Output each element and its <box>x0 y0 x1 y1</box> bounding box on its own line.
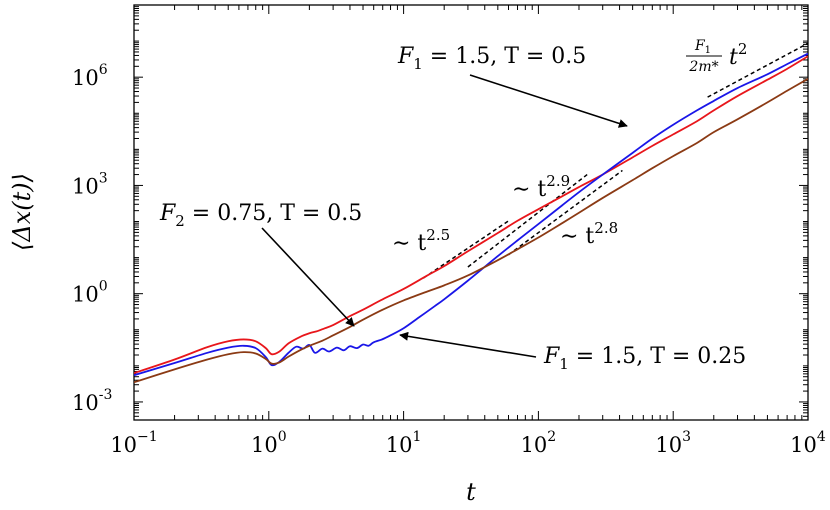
y-tick-label: 10-3 <box>72 387 112 415</box>
data-series <box>134 52 808 384</box>
svg-text:F1: F1 <box>694 38 711 56</box>
x-tick-label: 103 <box>655 429 691 457</box>
y-tick-labels: 10-3 100 103 106 <box>72 62 112 415</box>
guide-line <box>707 42 808 98</box>
x-tick-label: 100 <box>251 429 287 457</box>
guide-line <box>508 169 623 256</box>
x-tick-label: 104 <box>790 429 826 457</box>
svg-text:t2: t2 <box>729 40 747 70</box>
y-tick-label: 103 <box>72 170 108 198</box>
guide-lines <box>422 42 808 279</box>
series-f1-t05 <box>134 55 808 374</box>
x-tick-label: 101 <box>386 429 422 457</box>
x-tick-labels: 10−1 100 101 102 103 104 <box>110 429 826 457</box>
label-power-2-9: ∼ t2.9 <box>512 172 570 202</box>
plot-frame <box>133 4 809 421</box>
x-tick-label: 102 <box>521 429 557 457</box>
label-power-2-5: ∼ t2.5 <box>392 226 450 256</box>
axis-ticks <box>133 5 809 420</box>
series-f1-t025 <box>134 52 808 377</box>
label-f1-t025: F1 = 1.5, T = 0.25 <box>543 344 746 373</box>
arrow-f2-t05 <box>261 227 355 327</box>
y-tick-label: 106 <box>72 62 108 90</box>
x-axis-label: t <box>466 478 476 506</box>
y-tick-label: 100 <box>72 279 108 307</box>
label-power-2-8: ∼ t2.8 <box>560 219 618 249</box>
label-f2-t05: F2 = 0.75, T = 0.5 <box>159 201 362 230</box>
x-tick-label: 10−1 <box>110 429 157 457</box>
series-f2-t05 <box>134 78 808 384</box>
y-axis-label: ⟨Δx(t)⟩ <box>8 173 36 251</box>
guide-line <box>422 220 509 279</box>
svg-text:2m*: 2m* <box>688 59 718 75</box>
arrow-f1-t025 <box>399 331 537 358</box>
label-f1-t05: F1 = 1.5, T = 0.5 <box>397 44 586 73</box>
label-ballistic: F1 2m* t2 <box>686 38 747 75</box>
arrow-f1-t05 <box>469 74 628 128</box>
